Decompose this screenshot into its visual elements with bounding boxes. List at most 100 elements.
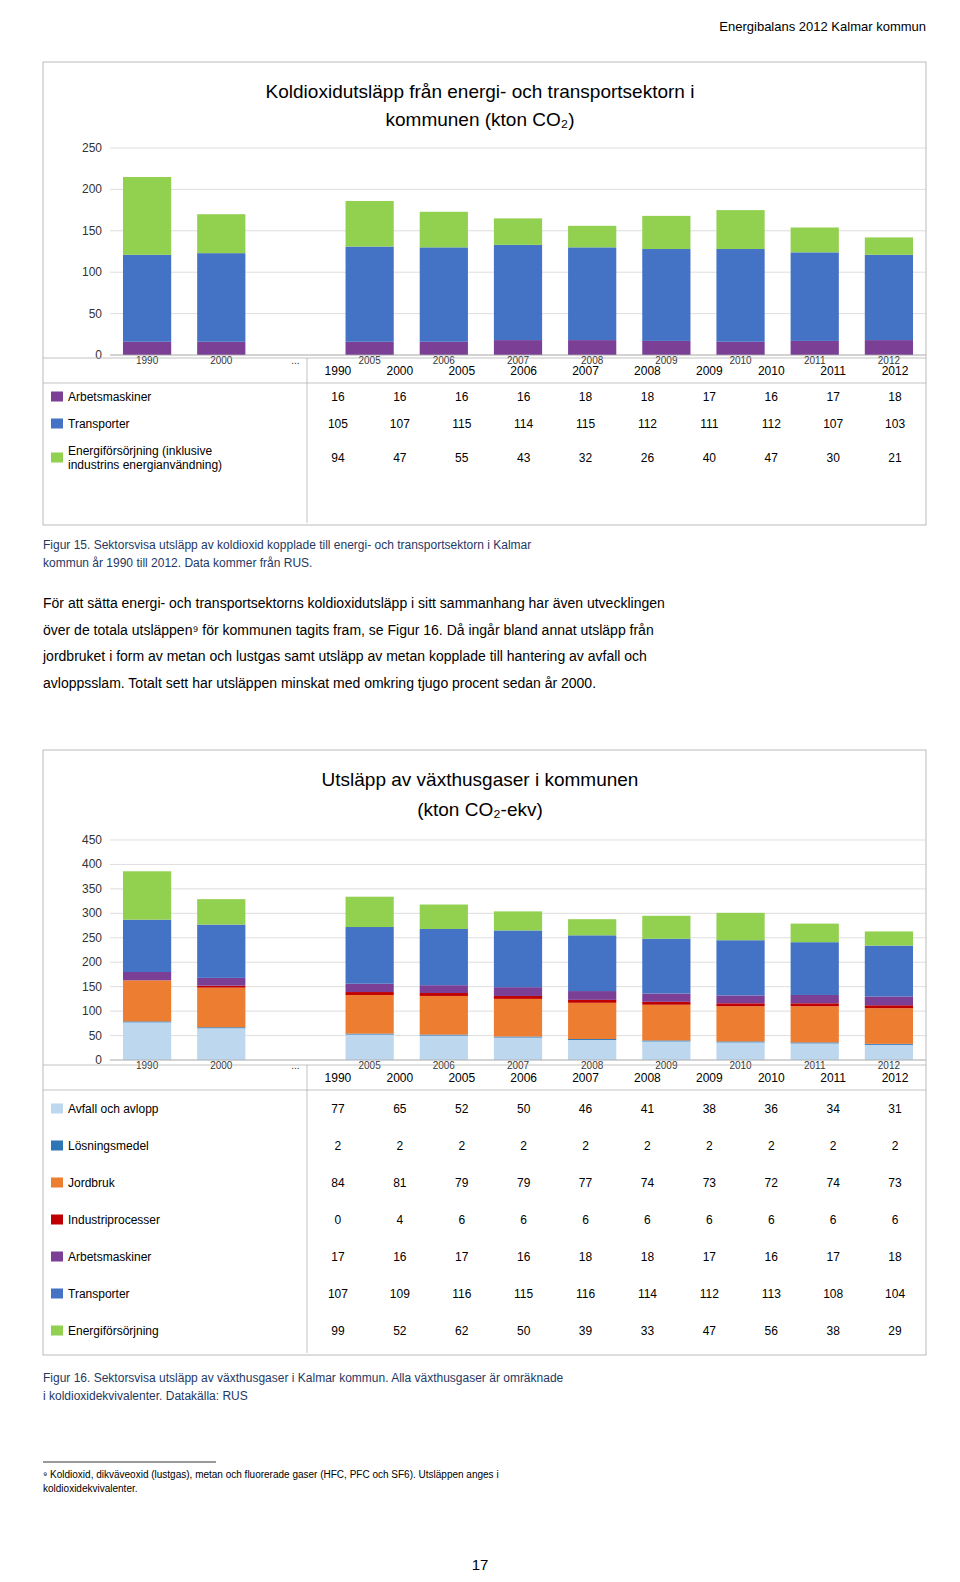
bar [865,1008,913,1044]
bar [494,987,542,996]
table-value: 2 [520,1139,527,1153]
table-value: 65 [393,1102,407,1116]
x-tick-label: 1990 [136,1060,159,1071]
table-line [307,358,308,523]
table-value: 2 [397,1139,404,1153]
table-value: 38 [826,1324,840,1338]
bar [346,897,394,927]
table-value: 47 [765,451,779,465]
table-value: 40 [703,451,717,465]
legend-label: Transporter [68,1287,130,1301]
page-number: 17 [472,1556,489,1573]
table-value: 50 [517,1102,531,1116]
bar [346,992,394,995]
bar [568,1040,616,1060]
table-value: 18 [888,390,902,404]
table-value: 16 [517,1250,531,1264]
bar [716,249,764,342]
table-value: 104 [885,1287,905,1301]
table-value: 77 [579,1176,593,1190]
table-header: 2011 [820,364,846,378]
table-header: 2008 [634,364,661,378]
table-header: 2006 [510,364,537,378]
table-value: 108 [823,1287,843,1301]
table-header: 2005 [448,1071,475,1085]
table-value: 26 [641,451,655,465]
table-header: 2010 [758,364,785,378]
bar [420,985,468,993]
bar [642,994,690,1002]
bar [791,995,839,1003]
table-value: 112 [638,417,657,431]
bar [420,993,468,996]
bar [642,916,690,939]
chart-frame [43,62,926,525]
grid-line [110,864,926,865]
bar [865,340,913,355]
table-value: 30 [826,451,840,465]
table-value: 77 [331,1102,345,1116]
bar [123,1022,171,1060]
table-value: 0 [335,1213,342,1227]
background [0,0,960,1582]
y-tick-label: 450 [82,833,102,847]
legend-swatch [51,1252,63,1262]
table-header: 2009 [696,1071,723,1085]
bar [716,342,764,355]
bar [568,1003,616,1039]
bar [642,249,690,341]
table-value: 116 [452,1287,471,1301]
table-value: 114 [638,1287,657,1301]
grid-line [110,189,926,190]
figure-caption: Figur 16. Sektorsvisa utsläpp av växthus… [43,1371,564,1403]
bar [568,247,616,340]
bar [346,201,394,247]
bar [420,247,468,341]
bar [420,1036,468,1060]
x-tick-label: 2005 [359,355,382,366]
bar [568,935,616,991]
table-value: 33 [641,1324,655,1338]
table-line [43,1090,926,1091]
table-value: 18 [579,390,593,404]
bar [791,942,839,995]
legend-label: Arbetsmaskiner [68,1250,151,1264]
chart-title: Koldioxidutsläpp från energi- och transp… [266,81,695,130]
table-value: 2 [830,1139,837,1153]
table-value: 16 [455,390,469,404]
table-header: 2005 [448,364,475,378]
table-header: 2010 [758,1071,785,1085]
table-header: 2011 [820,1071,846,1085]
bar [716,1006,764,1041]
table-line [43,358,926,359]
table-value: 84 [331,1176,345,1190]
bar [865,1045,913,1060]
x-tick-label: ... [291,355,299,366]
bar [420,212,468,248]
bar [791,341,839,355]
y-tick-label: 250 [82,931,102,945]
table-value: 31 [888,1102,902,1116]
bar [420,929,468,985]
legend-label: Arbetsmaskiner [68,390,151,404]
bar [716,1042,764,1060]
footnote: ⁹ Koldioxid, dikväveoxid (lustgas), meta… [43,1469,499,1494]
bar [494,999,542,1037]
bar [716,210,764,249]
bar [642,216,690,249]
table-value: 16 [393,1250,407,1264]
legend-table: 1990200020052006200720082009201020112012… [43,1065,926,1353]
bar [642,341,690,355]
table-value: 17 [703,1250,717,1264]
footnote-rule [43,1462,216,1463]
table-value: 107 [390,417,410,431]
legend-label: Jordbruk [68,1176,116,1190]
x-tick-label: 2010 [729,1060,752,1071]
bar [346,995,394,1034]
table-value: 50 [517,1324,531,1338]
table-value: 18 [641,1250,655,1264]
bar [568,919,616,935]
bar [123,342,171,355]
bar [791,1006,839,1042]
bar [865,255,913,340]
